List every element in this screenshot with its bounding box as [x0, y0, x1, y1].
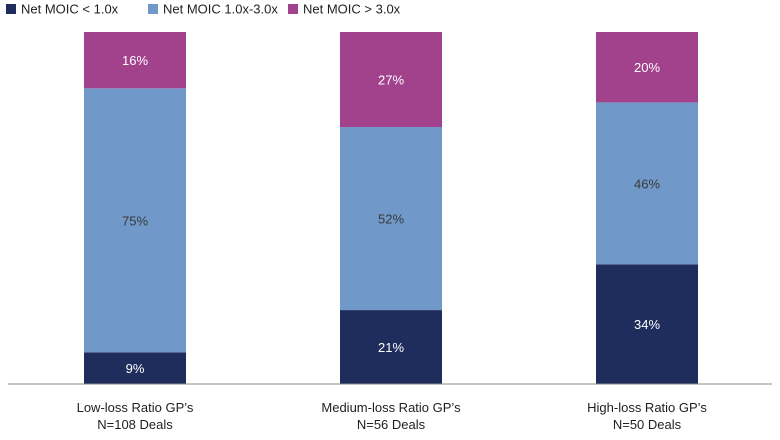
legend: Net MOIC < 1.0x Net MOIC 1.0x-3.0x Net MOI…: [6, 2, 401, 17]
category-label-3-line-2: N=50 Deals: [613, 417, 682, 432]
bar-segment-2-net-moic-3-0x: [340, 32, 442, 128]
bars: 9% 75% 16% 21% 52% 27% 34% 46% 20%: [84, 32, 698, 384]
data-label-2-net-moic-3-0x: 27%: [378, 73, 404, 88]
bar-segment-2-net-moic-1-0x-3-0x: [340, 127, 442, 311]
legend-label-net-moic-1-0x-3-0x: Net MOIC 1.0x-3.0x: [163, 2, 278, 17]
data-label-1-net-moic-1-0x-3-0x: 75%: [122, 213, 148, 228]
bar-segment-3-net-moic-1-0x-3-0x: [596, 102, 698, 265]
category-label-1-line-2: N=108 Deals: [97, 417, 173, 432]
category-label-1-line-1: Low-loss Ratio GP’s: [77, 400, 194, 415]
category-label-3-line-1: High-loss Ratio GP’s: [587, 400, 707, 415]
bar-segment-1-net-moic-3-0x: [84, 32, 186, 89]
data-label-3-net-moic-3-0x: 20%: [634, 60, 660, 75]
bar-segment-1-net-moic-1-0x-3-0x: [84, 88, 186, 353]
legend-label-net-moic-1-0x: Net MOIC < 1.0x: [21, 2, 119, 17]
bar-segment-2-net-moic-1-0x: [340, 310, 442, 384]
data-label-2-net-moic-1-0x-3-0x: 52%: [378, 212, 404, 227]
x-axis-labels: Low-loss Ratio GP’s N=108 Deals Medium-los…: [77, 400, 708, 432]
legend-swatch-net-moic-1-0x: [6, 4, 16, 14]
data-label-1-net-moic-3-0x: 16%: [122, 53, 148, 68]
bar-segment-3-net-moic-1-0x: [596, 264, 698, 384]
data-label-1-net-moic-1-0x: 9%: [126, 361, 145, 376]
category-label-2-line-2: N=56 Deals: [357, 417, 426, 432]
legend-swatch-net-moic-3-0x: [288, 4, 298, 14]
data-label-3-net-moic-1-0x: 34%: [634, 317, 660, 332]
legend-label-net-moic-3-0x: Net MOIC > 3.0x: [303, 2, 401, 17]
data-label-2-net-moic-1-0x: 21%: [378, 340, 404, 355]
bar-segment-3-net-moic-3-0x: [596, 32, 698, 103]
bar-segment-1-net-moic-1-0x: [84, 352, 186, 384]
legend-swatch-net-moic-1-0x-3-0x: [148, 4, 158, 14]
category-label-2-line-1: Medium-loss Ratio GP’s: [321, 400, 461, 415]
data-label-3-net-moic-1-0x-3-0x: 46%: [634, 176, 660, 191]
